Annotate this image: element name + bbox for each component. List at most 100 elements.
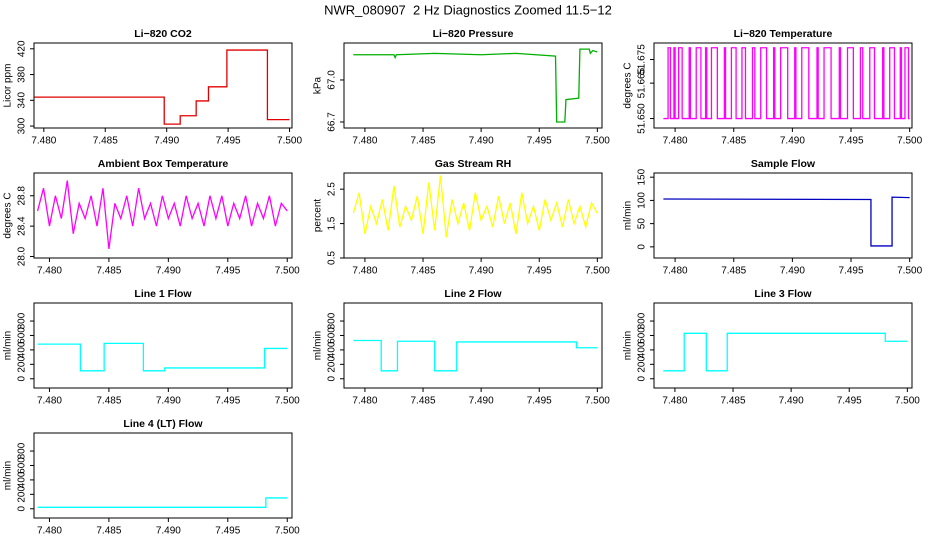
y-tick-label: 51.665 xyxy=(637,67,648,98)
y-tick-label: 400 xyxy=(17,471,28,488)
axes-box xyxy=(33,42,293,129)
x-tick-label: 7.490 xyxy=(156,266,181,277)
y-tick-label: 28.4 xyxy=(17,216,28,236)
y-tick-label: 0 xyxy=(637,376,648,382)
y-axis-label: ml/min xyxy=(3,331,14,360)
x-tick-label: 7.490 xyxy=(156,396,181,407)
x-tick-label: 7.480 xyxy=(352,396,377,407)
x-tick-label: 7.495 xyxy=(839,136,864,147)
plot-area xyxy=(663,332,908,372)
plot-area xyxy=(37,342,288,372)
y-tick-label: 1.5 xyxy=(327,216,338,230)
x-tick-label: 7.480 xyxy=(662,396,687,407)
y-tick-label: 600 xyxy=(637,327,648,344)
data-line xyxy=(352,175,598,238)
x-tick-label: 7.490 xyxy=(779,396,804,407)
y-tick-label: 200 xyxy=(327,356,338,373)
panel-title: Gas Stream RH xyxy=(435,158,511,170)
panel: Li−820 Temperature degrees C 7.480 7.485 7.4… xyxy=(623,28,923,147)
x-tick-label: 7.490 xyxy=(469,396,494,407)
x-tick-label: 7.490 xyxy=(156,526,181,537)
data-line xyxy=(353,48,598,123)
data-line xyxy=(34,49,290,125)
x-tick-label: 7.500 xyxy=(277,136,302,147)
data-line xyxy=(663,332,908,372)
x-tick-label: 7.495 xyxy=(527,266,552,277)
x-tick-label: 7.485 xyxy=(411,136,436,147)
y-tick-label: 0 xyxy=(17,376,28,382)
axes-box xyxy=(343,302,603,389)
y-tick-label: 0 xyxy=(17,506,28,512)
data-line xyxy=(663,47,910,120)
x-tick-label: 7.495 xyxy=(527,136,552,147)
y-tick-label: 150 xyxy=(637,168,648,185)
axes-box xyxy=(343,172,603,259)
x-tick-label: 7.495 xyxy=(215,396,240,407)
y-tick-label: 28.0 xyxy=(17,246,28,266)
x-tick-label: 7.495 xyxy=(839,266,864,277)
x-tick-label: 7.485 xyxy=(96,266,121,277)
panel: Sample Flow ml/min 7.480 7.485 7.490 7.495 7.5… xyxy=(623,158,923,277)
data-line xyxy=(37,342,288,372)
panel: Line 2 Flow ml/min 7.480 7.485 7.490 7.495 7.5… xyxy=(313,288,611,407)
x-tick-label: 7.490 xyxy=(154,136,179,147)
plot-area xyxy=(353,48,598,123)
x-tick-label: 7.495 xyxy=(215,266,240,277)
x-tick-label: 7.480 xyxy=(37,396,62,407)
x-tick-label: 7.480 xyxy=(663,136,688,147)
y-tick-label: 600 xyxy=(17,327,28,344)
plot-area xyxy=(353,339,598,372)
y-tick-label: 380 xyxy=(17,66,28,83)
y-tick-label: 51.675 xyxy=(637,44,648,75)
x-tick-label: 7.485 xyxy=(721,396,746,407)
x-tick-label: 7.500 xyxy=(275,266,300,277)
x-tick-label: 7.480 xyxy=(37,526,62,537)
x-tick-label: 7.500 xyxy=(585,396,610,407)
panel-title: Li−820 CO2 xyxy=(134,28,192,40)
axes-box xyxy=(653,42,913,129)
panel-title: Sample Flow xyxy=(751,158,816,170)
panel-title: Ambient Box Temperature xyxy=(98,158,229,170)
y-axis-label: ml/min xyxy=(3,461,14,490)
y-tick-label: 600 xyxy=(327,327,338,344)
y-tick-label: 800 xyxy=(637,312,648,329)
x-tick-label: 7.485 xyxy=(93,136,118,147)
y-axis-label: Licor ppm xyxy=(3,64,14,108)
y-tick-label: 51.650 xyxy=(637,103,648,134)
y-tick-label: 0 xyxy=(637,244,648,250)
x-tick-label: 7.500 xyxy=(275,526,300,537)
y-tick-label: 67.0 xyxy=(327,70,338,90)
panel: Gas Stream RH percent 7.480 7.485 7.490 7.495… xyxy=(313,158,611,277)
x-tick-label: 7.480 xyxy=(352,136,377,147)
y-tick-label: 66.7 xyxy=(327,112,338,132)
panel-title: Line 2 Flow xyxy=(444,288,502,300)
y-tick-label: 400 xyxy=(637,341,648,358)
y-axis-label: ml/min xyxy=(313,331,324,360)
y-tick-label: 0 xyxy=(327,376,338,382)
data-line xyxy=(36,180,288,249)
x-tick-label: 7.495 xyxy=(837,396,862,407)
panel-title: Line 1 Flow xyxy=(134,288,192,300)
x-tick-label: 7.480 xyxy=(37,266,62,277)
plot-area xyxy=(663,196,910,247)
figure-title: NWR_080907 2 Hz Diagnostics Zoomed 11.5−… xyxy=(324,2,612,17)
x-tick-label: 7.495 xyxy=(215,526,240,537)
panel: Li−820 Pressure kPa 7.480 7.485 7.490 7.495 7.… xyxy=(313,28,611,147)
y-axis-label: kPa xyxy=(313,76,324,94)
x-tick-label: 7.485 xyxy=(721,266,746,277)
x-tick-label: 7.495 xyxy=(527,396,552,407)
panel-title: Line 4 (LT) Flow xyxy=(123,418,203,430)
y-axis-label: ml/min xyxy=(623,331,634,360)
data-line xyxy=(353,339,598,372)
y-tick-label: 300 xyxy=(17,117,28,134)
axes-box xyxy=(653,172,913,259)
y-axis-label: percent xyxy=(313,199,324,233)
x-tick-label: 7.490 xyxy=(780,136,805,147)
x-tick-label: 7.490 xyxy=(469,136,494,147)
axes-box xyxy=(653,302,913,389)
y-axis-label: degrees C xyxy=(3,192,14,238)
y-tick-label: 400 xyxy=(327,341,338,358)
y-tick-label: 100 xyxy=(637,192,648,209)
